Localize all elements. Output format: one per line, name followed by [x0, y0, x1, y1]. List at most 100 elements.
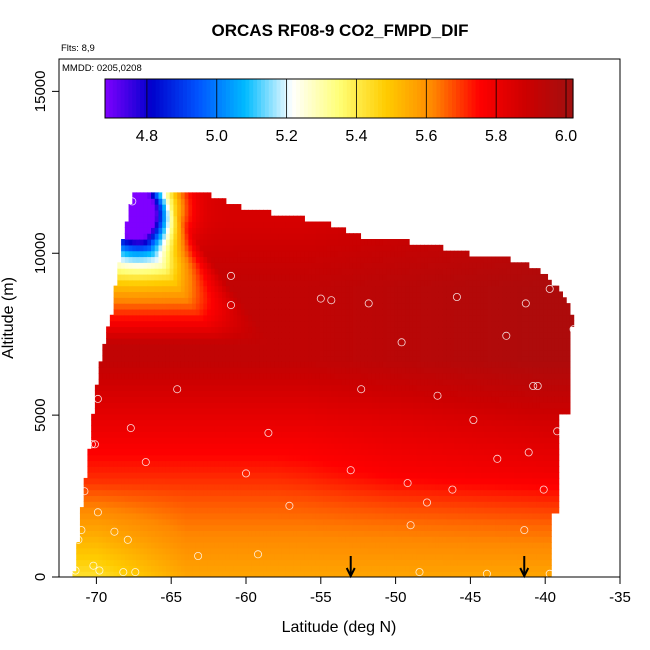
heat-cell — [304, 437, 309, 444]
heat-cell — [315, 320, 320, 328]
heat-cell — [364, 396, 369, 403]
heat-cell — [315, 565, 320, 572]
heat-cell — [106, 477, 111, 485]
heat-cell — [341, 390, 347, 397]
heat-cell — [109, 378, 115, 386]
heat-cell — [214, 268, 219, 275]
heat-cell — [285, 326, 290, 333]
heat-cell — [199, 524, 204, 531]
heat-cell — [180, 285, 186, 293]
heat-cell — [304, 524, 309, 531]
heat-cell — [180, 512, 186, 520]
heat-cell — [382, 396, 388, 403]
heat-cell — [251, 408, 257, 415]
heat-cell — [218, 565, 223, 572]
heat-cell — [360, 396, 365, 403]
heat-cell — [117, 349, 122, 357]
heat-cell — [308, 361, 313, 368]
heat-cell — [139, 268, 145, 275]
heat-cell — [195, 559, 201, 566]
heat-cell — [263, 338, 268, 345]
heat-cell — [334, 291, 339, 298]
heat-cell — [117, 559, 122, 566]
heat-cell — [296, 326, 302, 333]
heat-cell — [173, 448, 178, 456]
heat-cell — [352, 454, 358, 462]
heat-cell — [165, 408, 171, 415]
heat-cell — [300, 390, 305, 397]
heat-cell — [379, 239, 384, 246]
heat-cell — [278, 425, 283, 432]
heat-cell — [326, 227, 332, 234]
heat-cell — [364, 547, 369, 555]
heat-cell — [248, 542, 253, 549]
heat-cell — [311, 314, 317, 322]
heat-cell — [210, 338, 216, 345]
heat-cell — [386, 268, 391, 275]
heat-cell — [188, 355, 193, 362]
heat-cell — [364, 349, 369, 357]
heat-cell — [113, 314, 118, 322]
heat-cell — [128, 437, 133, 444]
heat-cell — [356, 431, 362, 438]
heat-cell — [139, 297, 145, 304]
heat-cell — [222, 320, 227, 328]
heat-cell — [349, 431, 354, 438]
heat-cell — [390, 425, 395, 432]
heat-cell — [311, 477, 317, 485]
heat-cell — [341, 501, 347, 508]
heat-cell — [91, 495, 96, 502]
heat-cell — [304, 501, 309, 508]
heat-cell — [296, 571, 302, 577]
heat-cell — [311, 402, 317, 409]
heat-cell — [319, 285, 324, 293]
heat-cell — [274, 291, 279, 298]
heat-cell — [293, 308, 298, 316]
heat-cell — [281, 547, 287, 555]
heat-cell — [136, 501, 141, 508]
heat-cell — [91, 442, 96, 450]
heat-cell — [124, 320, 130, 328]
heat-cell — [330, 384, 335, 392]
heat-cell — [394, 536, 399, 543]
heat-cell — [237, 542, 242, 549]
heat-cell — [203, 279, 208, 287]
heat-cell — [106, 565, 111, 572]
heat-cell — [177, 378, 182, 386]
heat-cell — [266, 536, 272, 543]
heat-cell — [285, 402, 290, 409]
heat-cell — [255, 477, 261, 485]
heat-cell — [315, 349, 320, 357]
heat-cell — [352, 308, 358, 316]
heat-cell — [386, 442, 391, 450]
heat-cell — [91, 413, 96, 421]
heat-cell — [128, 483, 133, 491]
heat-cell — [222, 221, 227, 228]
heat-cell — [121, 495, 126, 502]
heat-cell — [233, 524, 238, 531]
heat-cell — [304, 227, 309, 234]
heat-cell — [285, 483, 290, 491]
heat-cell — [278, 518, 283, 526]
heat-cell — [117, 442, 122, 450]
heat-cell — [315, 256, 320, 263]
heat-cell — [128, 338, 133, 345]
heat-cell — [124, 338, 130, 345]
heat-cell — [136, 402, 141, 409]
heat-cell — [323, 297, 328, 304]
heat-cell — [382, 291, 388, 298]
heat-cell — [240, 343, 246, 351]
heat-cell — [184, 571, 189, 577]
heat-cell — [326, 402, 332, 409]
heat-cell — [308, 373, 313, 380]
heat-cell — [285, 565, 290, 572]
heat-cell — [274, 495, 279, 502]
heat-cell — [371, 239, 376, 246]
heat-cell — [192, 413, 197, 421]
heat-cell — [311, 332, 317, 339]
heat-cell — [177, 559, 182, 566]
heat-cell — [151, 227, 156, 234]
heat-cell — [315, 501, 320, 508]
heat-cell — [319, 553, 324, 561]
heat-cell — [184, 221, 189, 228]
